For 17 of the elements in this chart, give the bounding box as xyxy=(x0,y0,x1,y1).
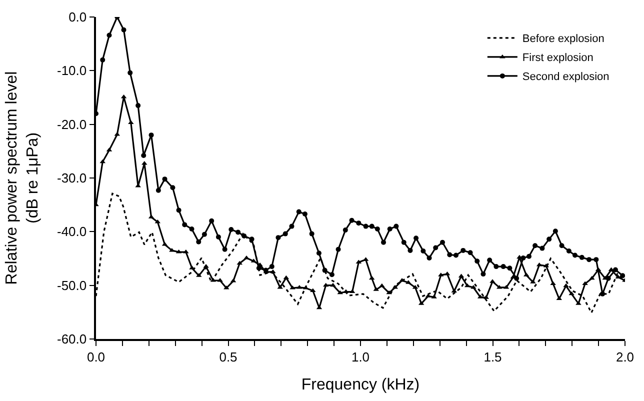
y-tick-label: 0.0 xyxy=(68,10,87,25)
x-tick-label: 0.0 xyxy=(86,349,106,364)
x-tick-label: 1.0 xyxy=(351,349,370,364)
y-tick-label: -50.0 xyxy=(57,278,87,293)
legend-label: Second explosion xyxy=(522,71,610,84)
x-tick-label: 1.5 xyxy=(484,349,502,364)
y-tick-label: -10.0 xyxy=(57,63,87,78)
x-axis-title: Frequency (kHz) xyxy=(301,376,420,394)
x-tick-label: 0.5 xyxy=(219,349,238,364)
y-tick-label: -30.0 xyxy=(57,170,87,186)
y-tick-label: -40.0 xyxy=(57,224,87,240)
legend-label: Before explosion xyxy=(522,33,604,46)
legend-label: First explosion xyxy=(522,52,594,64)
x-tick-label: 2.0 xyxy=(616,349,634,364)
y-tick-label: -60.0 xyxy=(57,332,87,347)
y-axis-title: Relative power spectrum level (dB re 1μPa) xyxy=(4,71,42,285)
y-tick-label: -20.0 xyxy=(57,116,87,132)
